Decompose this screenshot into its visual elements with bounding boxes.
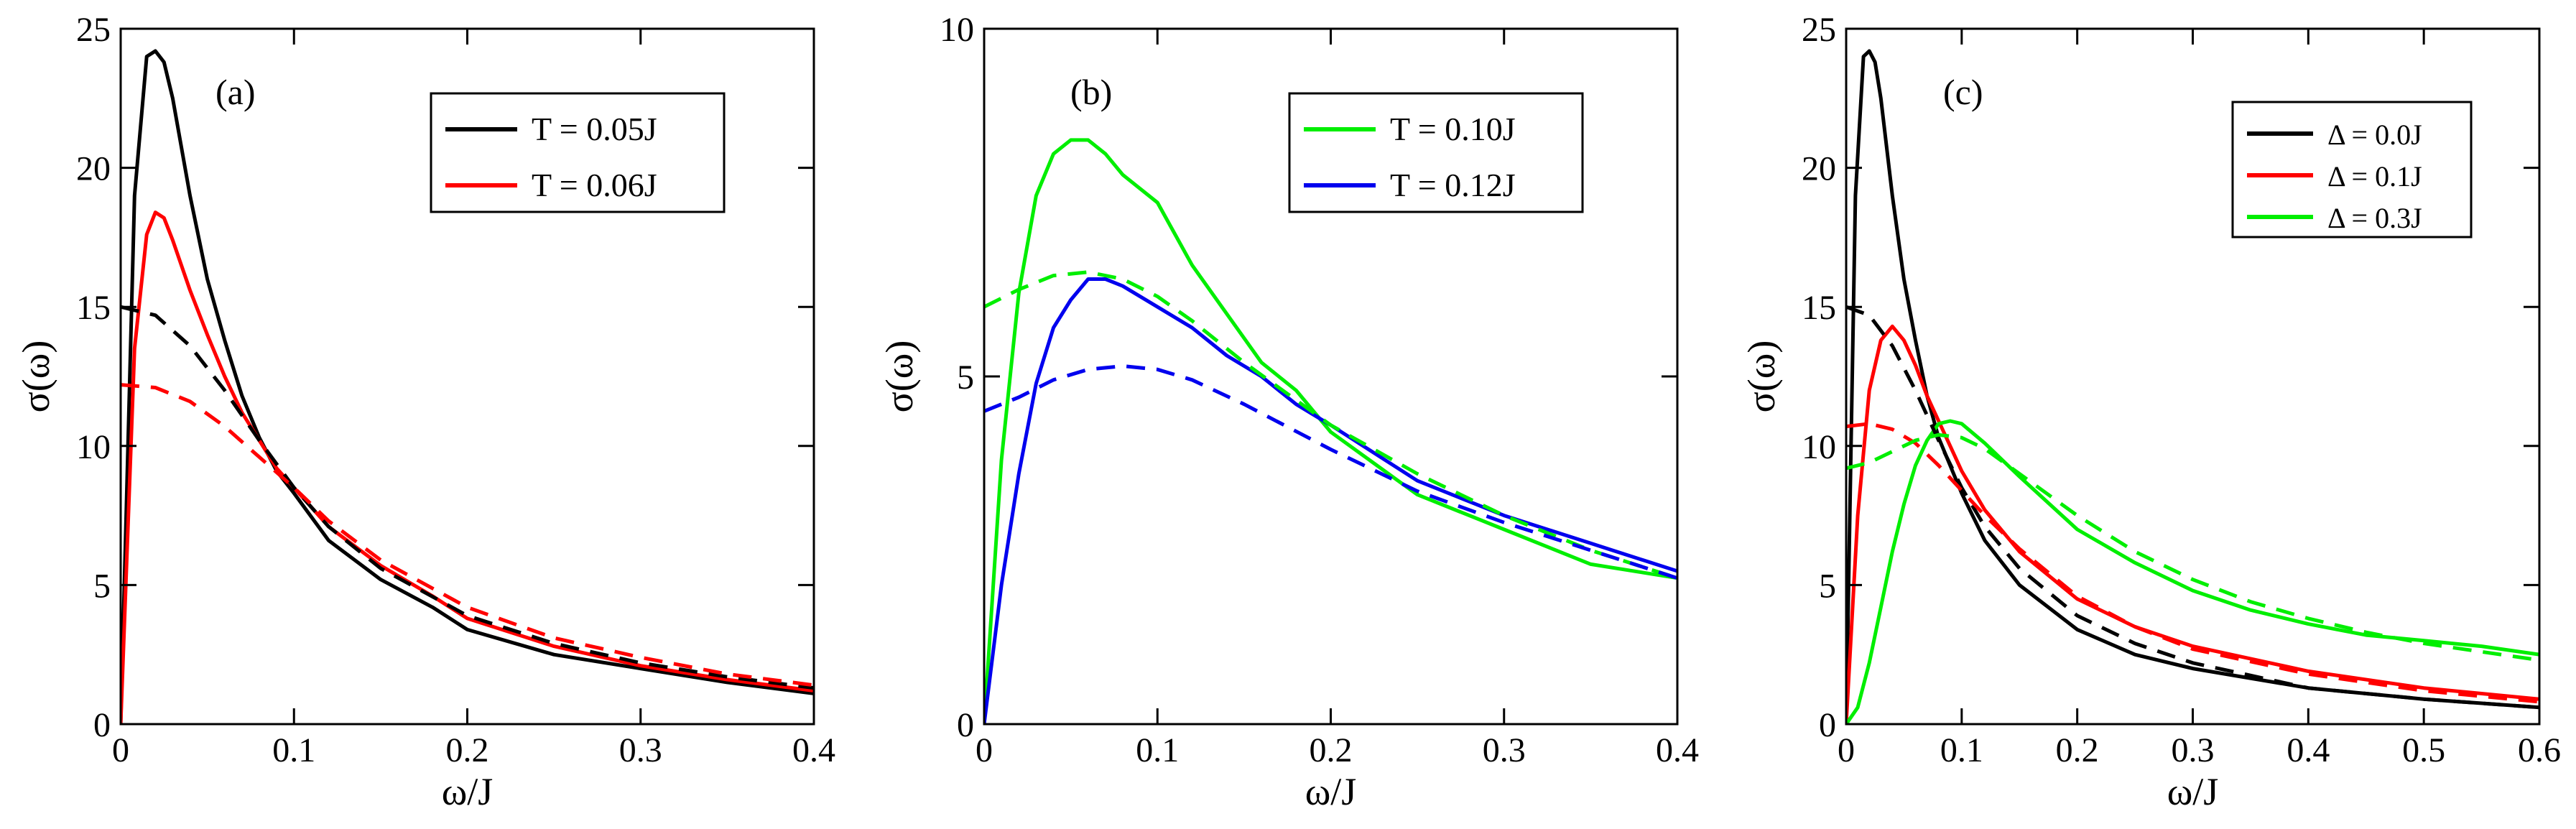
series-line-5 (1846, 432, 2539, 662)
x-tick-label: 0.3 (1483, 731, 1526, 769)
y-tick-label: 20 (76, 150, 111, 188)
panel-label: (c) (1943, 72, 1983, 112)
series-line-3 (984, 364, 1677, 580)
y-tick-label: 20 (1802, 150, 1836, 188)
legend-box (2231, 101, 2473, 238)
series-line-3 (1846, 305, 2539, 710)
y-tick-label: 25 (76, 11, 111, 49)
panel-c: 0 0.1 0.2 0.3 0.4 0.5 0.6 0 5 10 15 20 25 ω/J σ(ω) (c) Δ… (1740, 11, 2561, 813)
series-line-1 (1846, 324, 2539, 724)
x-tick-label: 0.2 (2056, 731, 2099, 769)
legend-box (1288, 92, 1584, 213)
x-tick-label: 0.1 (272, 731, 315, 769)
y-tick-label: 5 (93, 567, 111, 605)
legend-label-0: Δ = 0.0J (2327, 119, 2422, 151)
legend: T = 0.05J T = 0.06J (430, 92, 726, 213)
legend: T = 0.10J T = 0.12J (1288, 92, 1584, 213)
series-group (984, 138, 1677, 724)
x-tick-label: 0.2 (446, 731, 489, 769)
x-tick-label: 0.3 (2172, 731, 2215, 769)
x-tick-label: 0 (976, 731, 993, 769)
x-tick-label: 0 (1838, 731, 1855, 769)
x-axis-label: ω/J (442, 770, 494, 813)
y-tick-label: 5 (1819, 567, 1836, 605)
y-tick-label: 25 (1802, 11, 1836, 49)
y-tick-label: 0 (957, 706, 974, 744)
legend-label-0: T = 0.05J (532, 111, 657, 147)
legend-label-1: T = 0.12J (1390, 167, 1516, 203)
series-group (1846, 49, 2539, 724)
x-tick-label: 0.5 (2402, 731, 2445, 769)
legend: Δ = 0.0J Δ = 0.1J Δ = 0.3J (2231, 101, 2473, 238)
series-line-1 (121, 210, 814, 724)
x-tick-label: 0.6 (2518, 731, 2561, 769)
panel-a: 0 0.1 0.2 0.3 0.4 0 5 10 15 20 25 ω/J σ(ω) (a) T = 0.0… (14, 11, 835, 813)
series-line-0 (984, 138, 1677, 724)
series-line-1 (984, 277, 1677, 724)
y-tick-label: 10 (940, 11, 974, 49)
series-line-3 (121, 383, 814, 687)
series-line-2 (1846, 419, 2539, 724)
y-tick-label: 5 (957, 358, 974, 397)
y-axis-label: σ(ω) (878, 341, 921, 413)
y-tick-label: 0 (93, 706, 111, 744)
panel-label: (a) (216, 72, 256, 112)
x-tick-label: 0.4 (1656, 731, 1699, 769)
y-tick-label: 0 (1819, 706, 1836, 744)
x-tick-label: 0.1 (1940, 731, 1983, 769)
series-line-2 (984, 270, 1677, 580)
series-line-4 (1846, 422, 2539, 704)
panel-label: (b) (1070, 72, 1112, 112)
series-group (121, 49, 814, 724)
y-tick-label: 15 (1802, 289, 1836, 327)
series-line-0 (1846, 49, 2539, 724)
x-tick-label: 0.4 (792, 731, 835, 769)
legend-box (430, 92, 726, 213)
x-tick-label: 0 (112, 731, 129, 769)
y-axis-label: σ(ω) (14, 341, 57, 413)
legend-label-1: Δ = 0.1J (2327, 160, 2422, 193)
y-axis-label: σ(ω) (1740, 341, 1783, 413)
y-tick-label: 15 (76, 289, 111, 327)
legend-label-2: Δ = 0.3J (2327, 202, 2422, 234)
legend-label-0: T = 0.10J (1390, 111, 1516, 147)
x-tick-label: 0.2 (1310, 731, 1353, 769)
legend-label-1: T = 0.06J (532, 167, 657, 203)
x-tick-label: 0.1 (1136, 731, 1179, 769)
series-line-2 (121, 305, 814, 690)
y-tick-label: 10 (1802, 428, 1836, 466)
y-tick-label: 10 (76, 428, 111, 466)
x-tick-label: 0.4 (2287, 731, 2330, 769)
x-tick-label: 0.3 (619, 731, 662, 769)
x-axis-label: ω/J (2167, 770, 2219, 813)
x-axis-label: ω/J (1305, 770, 1357, 813)
